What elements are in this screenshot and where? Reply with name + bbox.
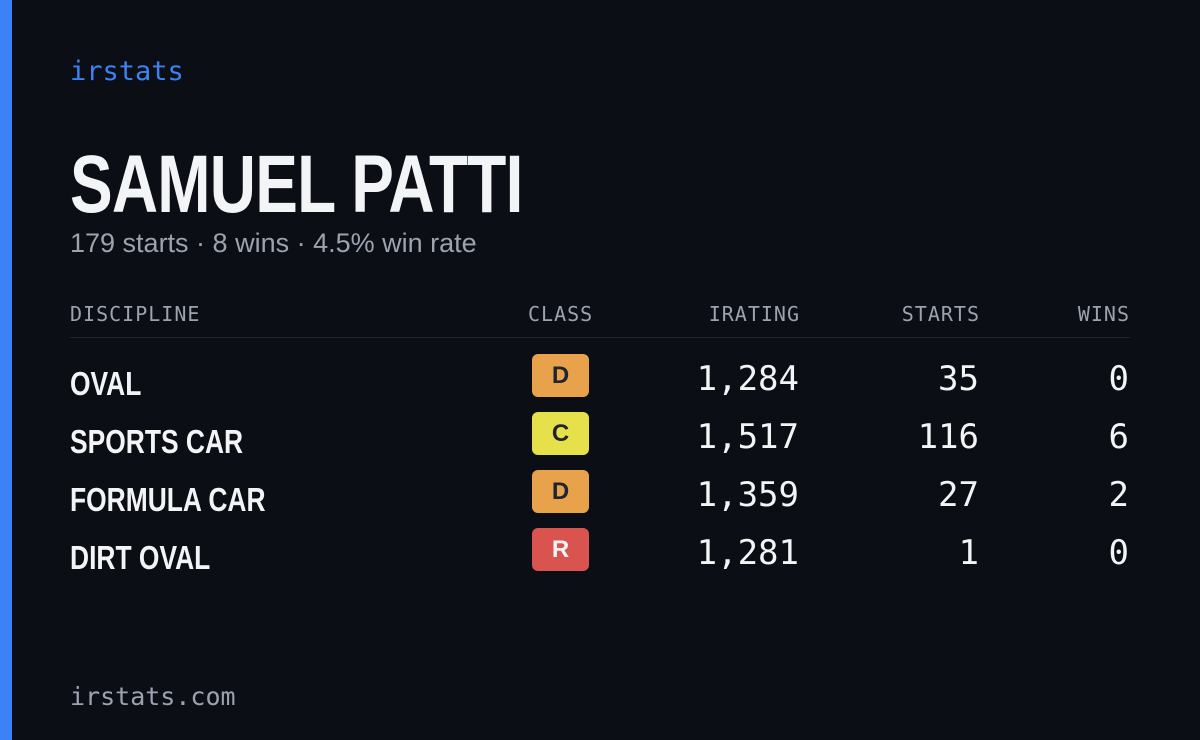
column-header: STARTS	[901, 302, 980, 326]
wins: 6	[1108, 417, 1129, 457]
wins: 0	[1108, 533, 1129, 573]
discipline: OVAL	[70, 365, 142, 402]
column-header: IRATING	[708, 302, 800, 326]
brand: irstats	[70, 56, 184, 87]
discipline: SPORTS CAR	[70, 423, 244, 460]
discipline: FORMULA CAR	[70, 481, 266, 518]
starts: 116	[917, 417, 979, 457]
header-rule	[70, 337, 1130, 338]
column-header: WINS	[1077, 302, 1130, 326]
starts: 35	[938, 359, 979, 399]
class-badge: D	[532, 470, 589, 513]
irating: 1,284	[696, 359, 799, 399]
column-header: CLASS	[528, 302, 594, 326]
summary: 179 starts · 8 wins · 4.5% win rate	[70, 228, 477, 258]
player-name: SAMUEL PATTI	[70, 139, 523, 230]
wins: 2	[1108, 475, 1129, 515]
discipline: DIRT OVAL	[70, 539, 211, 576]
irating: 1,517	[696, 417, 799, 457]
class-badge: R	[532, 528, 589, 571]
irating: 1,359	[696, 475, 799, 515]
footer: irstats.com	[70, 682, 236, 711]
starts: 1	[958, 533, 979, 573]
class-badge: D	[532, 354, 589, 397]
column-header: DISCIPLINE	[70, 302, 201, 326]
accent-bar	[0, 0, 12, 740]
class-badge: C	[532, 412, 589, 455]
irating: 1,281	[696, 533, 799, 573]
wins: 0	[1108, 359, 1129, 399]
starts: 27	[938, 475, 979, 515]
